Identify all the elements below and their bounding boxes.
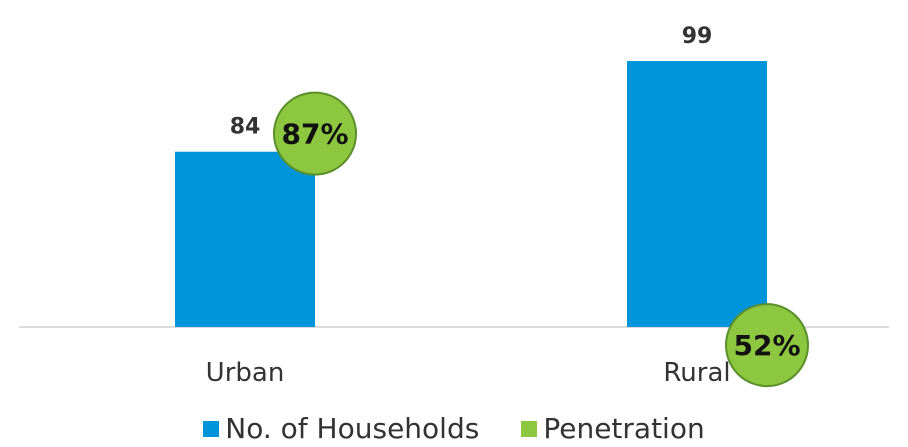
category-label-urban: Urban: [206, 358, 285, 388]
legend: No. of Households Penetration: [0, 410, 908, 447]
category-label-rural: Rural: [663, 358, 730, 388]
penetration-label-urban: 87%: [281, 118, 348, 151]
legend-label-households: No. of Households: [225, 412, 480, 445]
bar-value-label-urban: 84: [230, 115, 261, 140]
legend-item-penetration: Penetration: [521, 412, 705, 445]
penetration-label-rural: 52%: [733, 329, 800, 362]
bar-rural: [627, 61, 767, 328]
legend-swatch-penetration: [521, 420, 538, 437]
legend-item-households: No. of Households: [203, 412, 479, 445]
penetration-marker-urban: [273, 91, 357, 176]
legend-label-penetration: Penetration: [543, 412, 705, 445]
bar-urban: [175, 151, 315, 327]
bar-value-label-rural: 99: [682, 24, 713, 49]
penetration-marker-rural: [725, 303, 809, 388]
legend-swatch-households: [203, 420, 220, 437]
